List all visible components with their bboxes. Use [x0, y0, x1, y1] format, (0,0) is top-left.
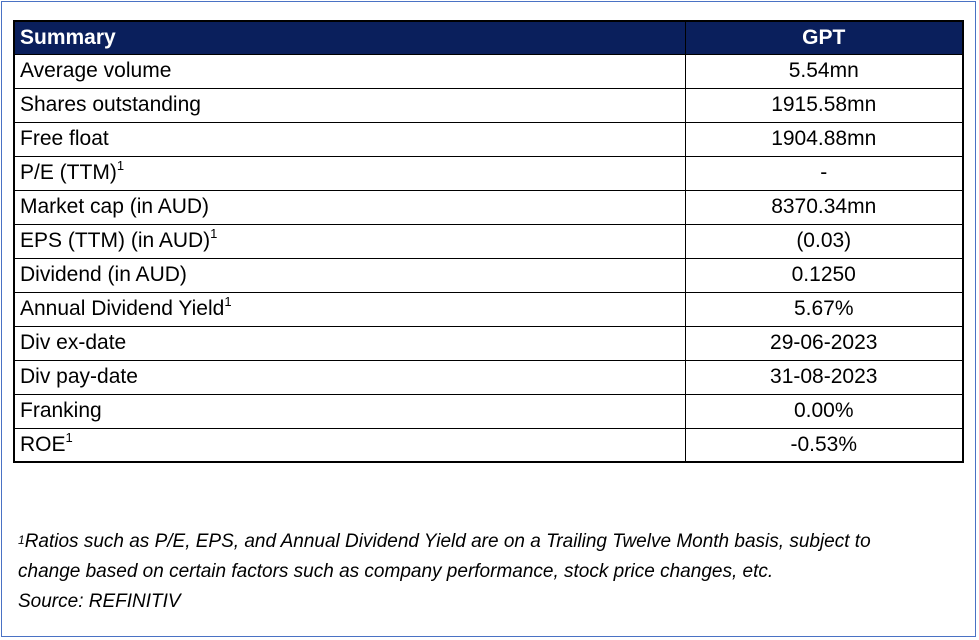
- table-row: Franking 0.00%: [13, 393, 964, 429]
- row-value: (0.03): [684, 223, 964, 259]
- footnote-ref: 1: [116, 158, 125, 173]
- row-value: 31-08-2023: [684, 359, 964, 395]
- row-label-cell: Average volume: [13, 53, 686, 89]
- row-label-cell: Dividend (in AUD): [13, 257, 686, 293]
- footnote-line-1: 1Ratios such as P/E, EPS, and Annual Div…: [18, 527, 968, 557]
- row-label: Annual Dividend Yield: [20, 297, 225, 320]
- footnote-line-2: change based on certain factors such as …: [18, 561, 774, 582]
- row-value: 8370.34mn: [684, 189, 964, 225]
- header-summary: Summary: [13, 20, 686, 55]
- row-label-cell: Franking: [13, 393, 686, 429]
- row-label-cell: EPS (TTM) (in AUD)1: [13, 223, 686, 259]
- row-label-cell: Div ex-date: [13, 325, 686, 361]
- table-row: EPS (TTM) (in AUD)1 (0.03): [13, 223, 964, 259]
- table-header-row: Summary GPT: [13, 20, 964, 55]
- table-row: ROE1 -0.53%: [13, 427, 964, 463]
- footnote-ref: 1: [210, 226, 218, 241]
- table-row: Div ex-date 29-06-2023: [13, 325, 964, 361]
- row-label: Franking: [20, 399, 102, 422]
- row-label-cell: Free float: [13, 121, 686, 157]
- header-ticker: GPT: [684, 20, 964, 55]
- row-value: 29-06-2023: [684, 325, 964, 361]
- row-label: Dividend (in AUD): [20, 263, 187, 286]
- table-row: Dividend (in AUD) 0.1250: [13, 257, 964, 293]
- table-body: Average volume 5.54mn Shares outstanding 19…: [13, 53, 964, 463]
- row-value: -0.53%: [684, 427, 964, 463]
- row-label-cell: P/E (TTM)1: [13, 155, 686, 191]
- row-label: Market cap (in AUD): [20, 195, 210, 218]
- table-row: Div pay-date 31-08-2023: [13, 359, 964, 395]
- row-label-cell: Shares outstanding: [13, 87, 686, 123]
- row-value: 0.1250: [684, 257, 964, 293]
- row-label: Div ex-date: [20, 331, 127, 354]
- table-row: Annual Dividend Yield1 5.67%: [13, 291, 964, 327]
- source-note: Source: REFINITIV: [18, 591, 181, 612]
- footnote-ref: 1: [65, 429, 73, 445]
- summary-table: Summary GPT Average volume 5.54mn Shares o…: [13, 20, 964, 463]
- row-value: 1915.58mn: [684, 87, 964, 123]
- row-label: Average volume: [20, 59, 172, 82]
- table-row: P/E (TTM)1-: [13, 155, 964, 191]
- row-label: Free float: [20, 127, 109, 150]
- row-label-cell: Div pay-date: [13, 359, 686, 395]
- table-row: Average volume 5.54mn: [13, 53, 964, 89]
- row-label-cell: Market cap (in AUD): [13, 189, 686, 225]
- footnotes: 1Ratios such as P/E, EPS, and Annual Div…: [18, 527, 968, 617]
- table-row: Free float 1904.88mn: [13, 121, 964, 157]
- row-label: EPS (TTM) (in AUD): [20, 229, 211, 252]
- row-value: 1904.88mn: [684, 121, 964, 157]
- row-value: 0.00%: [684, 393, 964, 429]
- row-label: Div pay-date: [20, 365, 138, 388]
- row-label: Shares outstanding: [20, 93, 201, 116]
- footnote-text-1: Ratios such as P/E, EPS, and Annual Divi…: [24, 531, 871, 552]
- row-value: 5.54mn: [684, 53, 964, 89]
- row-label: ROE: [20, 432, 66, 456]
- table-row: Shares outstanding 1915.58mn: [13, 87, 964, 123]
- table-row: Market cap (in AUD) 8370.34mn: [13, 189, 964, 225]
- footnote-ref: 1: [224, 294, 232, 309]
- row-label: P/E (TTM): [20, 161, 117, 184]
- row-label-cell: ROE1: [13, 427, 686, 463]
- row-value: -: [684, 155, 964, 191]
- row-value: 5.67%: [684, 291, 964, 327]
- row-label-cell: Annual Dividend Yield1: [13, 291, 686, 327]
- footnote-marker: 1: [18, 533, 25, 547]
